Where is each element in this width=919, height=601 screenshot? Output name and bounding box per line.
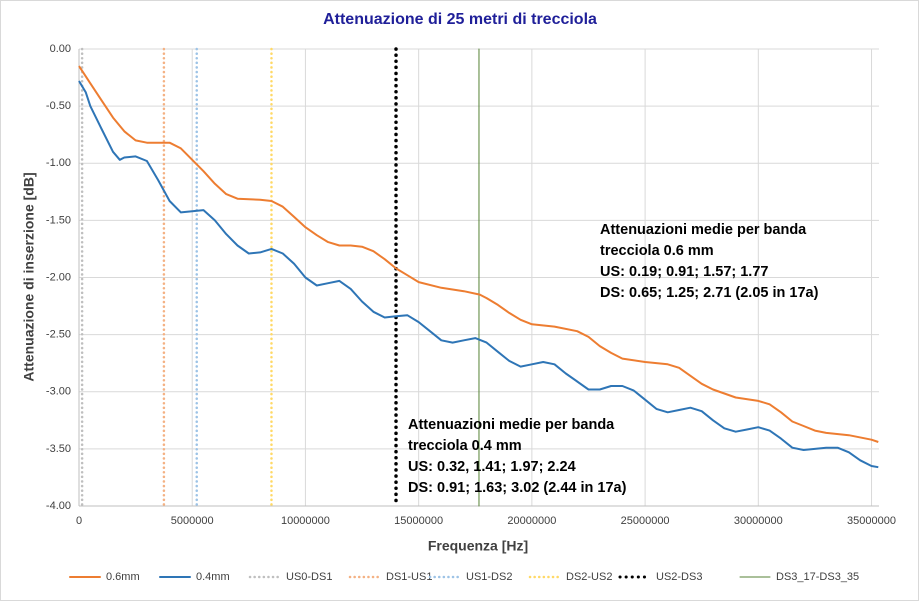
legend-label: US1-DS2 <box>466 571 512 583</box>
annotation: DS: 0.65; 1.25; 2.71 (2.05 in 17a) <box>600 285 819 301</box>
legend-label: DS2-US2 <box>566 571 612 583</box>
legend-label: DS3_17-DS3_35 <box>776 571 859 583</box>
x-tick-label: 35000000 <box>847 515 896 527</box>
legend-label: US0-DS1 <box>286 571 332 583</box>
annotation: Attenuazioni medie per banda <box>408 417 615 433</box>
y-tick-label: -2.00 <box>46 271 71 283</box>
annotation: trecciola 0.4 mm <box>408 438 522 454</box>
legend-label: US2-DS3 <box>656 571 702 583</box>
y-tick-label: -4.00 <box>46 500 71 512</box>
x-tick-label: 25000000 <box>621 515 670 527</box>
y-tick-label: -1.00 <box>46 157 71 169</box>
annotation: trecciola 0.6 mm <box>600 243 714 259</box>
y-tick-label: -3.50 <box>46 443 71 455</box>
y-tick-label: -0.50 <box>46 100 71 112</box>
x-tick-label: 10000000 <box>281 515 330 527</box>
annotation: Attenuazioni medie per banda <box>600 222 807 238</box>
annotation: US: 0.32, 1.41; 1.97; 2.24 <box>408 459 576 475</box>
chart-title: Attenuazione di 25 metri di trecciola <box>323 11 597 28</box>
y-tick-label: 0.00 <box>50 43 71 55</box>
y-axis-label: Attenuazione di inserzione [dB] <box>21 172 37 381</box>
annotation: DS: 0.91; 1.63; 3.02 (2.44 in 17a) <box>408 480 627 496</box>
series-line <box>78 80 879 469</box>
x-tick-label: 5000000 <box>171 515 214 527</box>
y-tick-label: -2.50 <box>46 329 71 341</box>
legend-label: 0.4mm <box>196 571 230 583</box>
series-line <box>78 65 879 443</box>
x-tick-label: 0 <box>76 515 82 527</box>
y-tick-label: -1.50 <box>46 214 71 226</box>
annotation: US: 0.19; 0.91; 1.57; 1.77 <box>600 264 768 280</box>
legend-label: 0.6mm <box>106 571 140 583</box>
x-tick-label: 20000000 <box>507 515 556 527</box>
legend-label: DS1-US1 <box>386 571 432 583</box>
x-tick-label: 30000000 <box>734 515 783 527</box>
y-tick-label: -3.00 <box>46 386 71 398</box>
x-tick-label: 15000000 <box>394 515 443 527</box>
x-axis-label: Frequenza [Hz] <box>428 538 528 554</box>
